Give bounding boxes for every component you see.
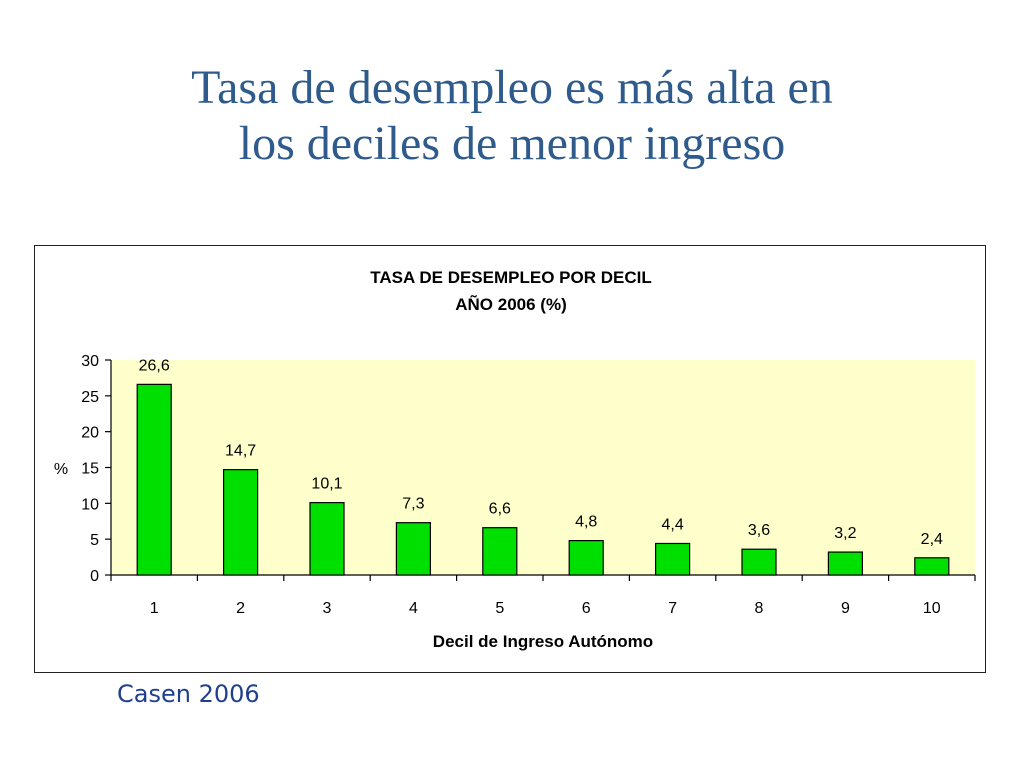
x-tick-label: 7 bbox=[668, 600, 677, 617]
data-label: 6,6 bbox=[489, 501, 511, 518]
y-tick-label: 10 bbox=[81, 496, 99, 513]
data-label: 14,7 bbox=[225, 443, 256, 460]
chart-title: TASA DE DESEMPLEO POR DECIL bbox=[370, 268, 651, 287]
bar bbox=[395, 522, 431, 576]
bar bbox=[568, 540, 604, 576]
y-tick-label: 30 bbox=[81, 353, 99, 370]
x-tick-label: 10 bbox=[923, 600, 941, 617]
y-tick-label: 25 bbox=[81, 389, 99, 406]
y-axis: 0 5 10 15 20 25 30 bbox=[81, 353, 112, 585]
bar-chart: TASA DE DESEMPLEO POR DECIL AÑO 2006 (%)… bbox=[54, 268, 976, 651]
bar bbox=[223, 469, 259, 576]
bar bbox=[136, 383, 172, 576]
data-label: 3,2 bbox=[834, 525, 856, 542]
chart-subtitle: AÑO 2006 (%) bbox=[455, 294, 566, 314]
x-tick-label: 1 bbox=[150, 600, 159, 617]
source-note: Casen 2006 bbox=[117, 680, 260, 708]
y-tick-label: 15 bbox=[81, 461, 99, 478]
y-tick-label: 0 bbox=[90, 568, 99, 585]
data-label: 3,6 bbox=[748, 522, 770, 539]
bar bbox=[914, 557, 950, 576]
x-tick-label: 5 bbox=[495, 600, 504, 617]
x-axis-label: Decil de Ingreso Autónomo bbox=[433, 632, 653, 651]
data-label: 2,4 bbox=[921, 531, 943, 548]
y-tick-label: 20 bbox=[81, 425, 99, 442]
bar bbox=[309, 502, 345, 576]
data-label: 4,8 bbox=[575, 514, 597, 531]
x-tick-label: 3 bbox=[323, 600, 332, 617]
y-axis-label: % bbox=[54, 461, 68, 478]
bar bbox=[827, 551, 864, 576]
data-label: 10,1 bbox=[311, 476, 342, 493]
data-label: 7,3 bbox=[402, 496, 424, 513]
chart-frame: TASA DE DESEMPLEO POR DECIL AÑO 2006 (%)… bbox=[34, 245, 986, 673]
slide-title: Tasa de desempleo es más alta en los dec… bbox=[0, 60, 1024, 172]
slide-title-line-2: los deciles de menor ingreso bbox=[238, 117, 786, 170]
bars: 26,6 14,7 10,1 7,3 6,6 4,8 4,4 3,6 3,2 2,4 bbox=[136, 357, 950, 576]
slide-title-line-1: Tasa de desempleo es más alta en bbox=[191, 61, 833, 114]
bar bbox=[482, 527, 518, 576]
x-tick-label: 8 bbox=[755, 600, 764, 617]
x-tick-label: 2 bbox=[236, 600, 245, 617]
bar bbox=[741, 548, 777, 576]
x-tick-label: 6 bbox=[582, 600, 591, 617]
x-tick-label: 9 bbox=[841, 600, 850, 617]
data-label: 4,4 bbox=[661, 516, 683, 533]
x-tick-label: 4 bbox=[409, 600, 418, 617]
bar bbox=[654, 542, 691, 576]
x-axis: 1 2 3 4 5 6 7 8 9 10 bbox=[110, 574, 976, 617]
y-tick-label: 5 bbox=[90, 532, 99, 549]
data-label: 26,6 bbox=[139, 357, 170, 374]
